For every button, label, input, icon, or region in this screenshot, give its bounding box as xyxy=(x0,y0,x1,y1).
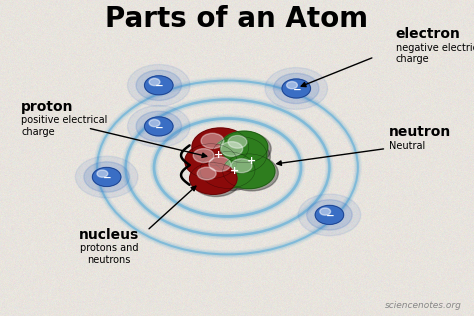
Circle shape xyxy=(128,64,190,106)
Text: +: + xyxy=(246,156,256,166)
Circle shape xyxy=(145,117,173,136)
Circle shape xyxy=(84,162,129,192)
Circle shape xyxy=(128,106,190,147)
Text: proton: proton xyxy=(21,100,74,114)
Circle shape xyxy=(209,157,231,172)
Circle shape xyxy=(231,159,252,173)
Text: −: − xyxy=(155,122,164,132)
Text: −: − xyxy=(326,211,335,221)
Text: negative electrical
charge: negative electrical charge xyxy=(396,43,474,64)
Circle shape xyxy=(192,164,240,197)
Circle shape xyxy=(194,130,252,168)
Text: Neutral: Neutral xyxy=(389,141,425,151)
Circle shape xyxy=(221,142,243,156)
Circle shape xyxy=(214,138,270,175)
Circle shape xyxy=(202,153,258,191)
Circle shape xyxy=(265,68,328,109)
Circle shape xyxy=(92,167,121,186)
Circle shape xyxy=(136,70,182,100)
Text: −: − xyxy=(155,81,164,91)
Circle shape xyxy=(149,78,160,86)
Circle shape xyxy=(287,82,297,89)
Circle shape xyxy=(273,73,319,104)
Circle shape xyxy=(220,131,268,163)
Text: sciencenotes.org: sciencenotes.org xyxy=(385,301,462,310)
Circle shape xyxy=(197,167,216,180)
Text: +: + xyxy=(214,150,224,160)
Circle shape xyxy=(190,163,237,194)
Circle shape xyxy=(315,205,344,224)
Circle shape xyxy=(307,200,352,230)
Circle shape xyxy=(136,111,182,142)
Circle shape xyxy=(298,194,361,236)
Circle shape xyxy=(223,154,275,189)
Text: electron: electron xyxy=(396,27,461,41)
Circle shape xyxy=(193,149,214,162)
Text: positive electrical
charge: positive electrical charge xyxy=(21,115,108,137)
Circle shape xyxy=(75,156,138,198)
Text: neutron: neutron xyxy=(389,125,451,139)
Circle shape xyxy=(282,79,310,98)
Circle shape xyxy=(192,128,249,166)
Circle shape xyxy=(201,133,224,149)
Circle shape xyxy=(145,76,173,95)
Circle shape xyxy=(320,208,330,215)
Text: +: + xyxy=(230,166,239,176)
Circle shape xyxy=(200,152,255,188)
Circle shape xyxy=(187,145,240,181)
Text: protons and
neutrons: protons and neutrons xyxy=(80,243,138,265)
Circle shape xyxy=(149,119,160,127)
Circle shape xyxy=(185,144,237,179)
Text: −: − xyxy=(292,84,301,94)
Text: nucleus: nucleus xyxy=(79,228,139,242)
Circle shape xyxy=(223,133,271,165)
Circle shape xyxy=(212,137,267,173)
Circle shape xyxy=(228,136,247,148)
Text: −: − xyxy=(103,173,112,183)
Text: Parts of an Atom: Parts of an Atom xyxy=(105,5,369,33)
Circle shape xyxy=(225,155,278,191)
Circle shape xyxy=(97,170,108,177)
